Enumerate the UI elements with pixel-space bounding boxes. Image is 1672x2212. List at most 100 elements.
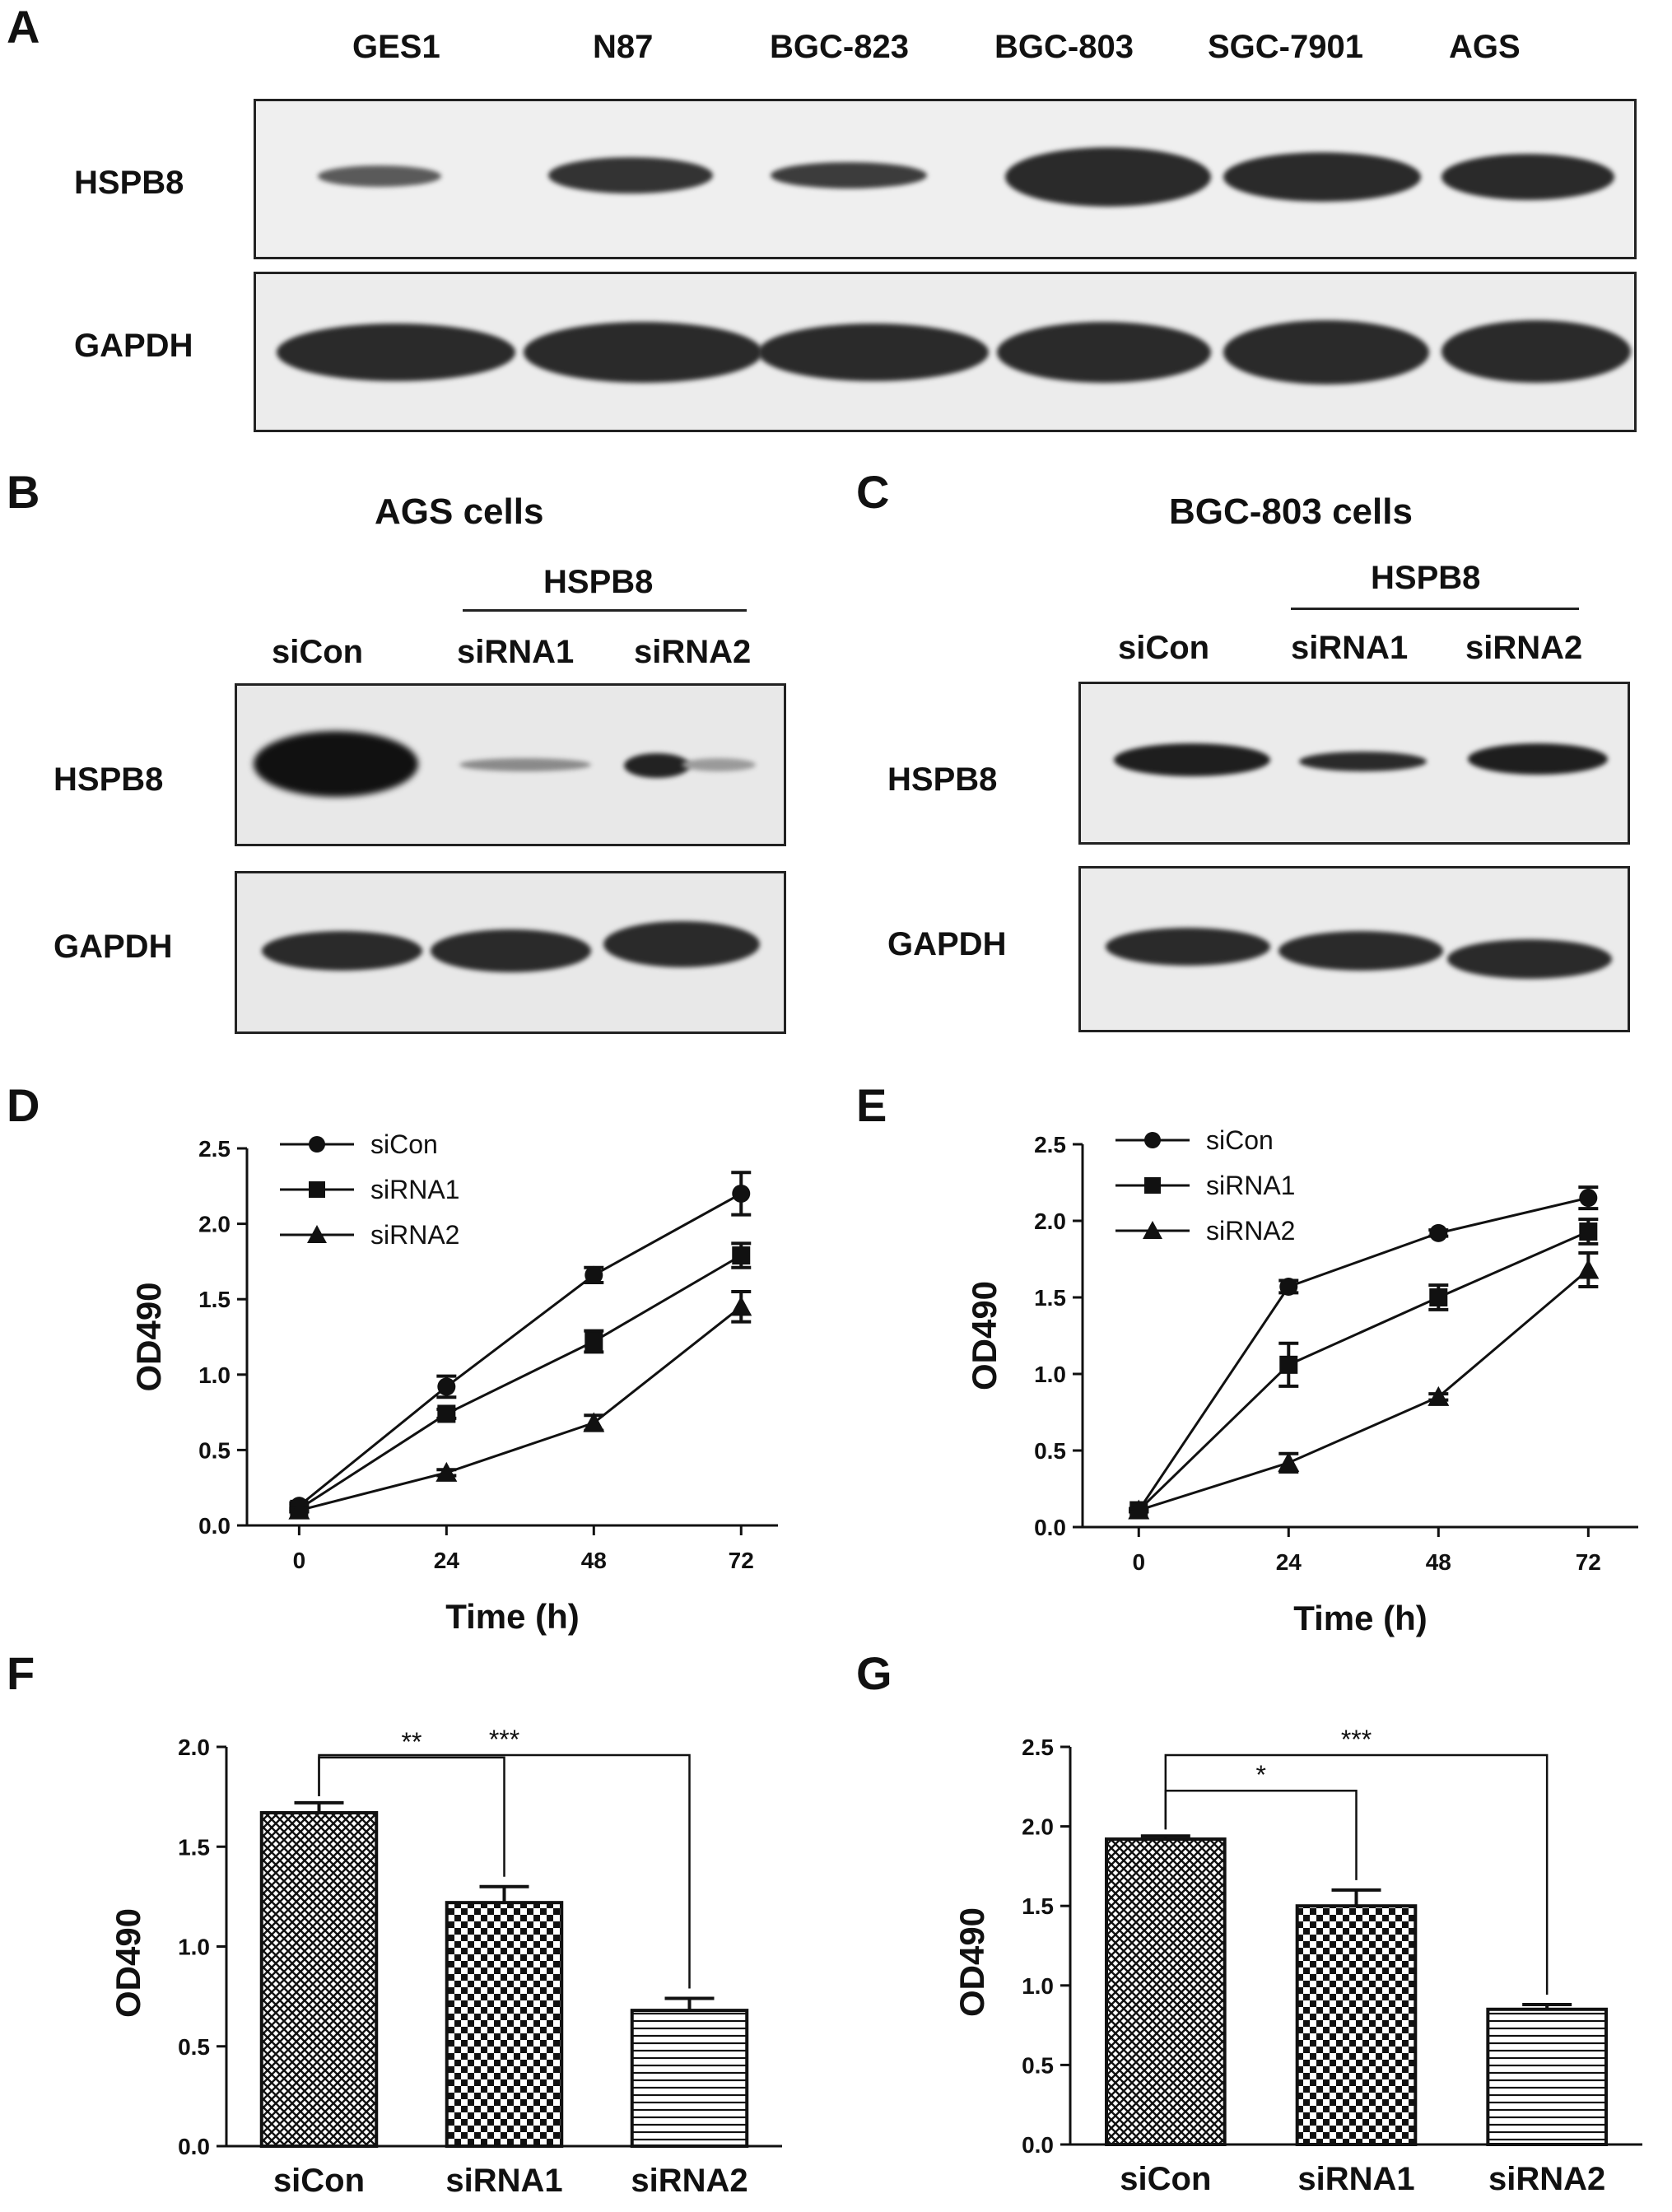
panel-a-lane-label: BGC-823 (770, 29, 909, 65)
panel-c-row-label-hspb8: HSPB8 (887, 761, 998, 798)
blot-band (548, 157, 713, 193)
y-tick-label: 2.0 (178, 1735, 210, 1760)
significance-label: *** (489, 1725, 519, 1754)
y-tick-label: 1.5 (1034, 1285, 1066, 1311)
bar (1486, 2007, 1608, 2146)
significance-label: ** (402, 1727, 422, 1757)
panel-a-lane-label: N87 (593, 29, 654, 65)
y-tick-label: 0.0 (1034, 1515, 1066, 1540)
panel-c-gapdh-blot (1078, 866, 1630, 1032)
legend-marker (309, 1181, 325, 1198)
bar (630, 2009, 749, 2148)
x-tick-label: 0 (1132, 1549, 1145, 1575)
data-point (1579, 1222, 1598, 1241)
significance-bracket (1164, 1753, 1549, 1995)
bar (259, 1811, 379, 2148)
data-point (1279, 1355, 1298, 1374)
blot-band (997, 322, 1211, 383)
blot-band (1106, 928, 1270, 966)
blot-band (624, 753, 690, 778)
data-point (1579, 1189, 1598, 1208)
y-axis-label: OD490 (965, 1281, 1004, 1390)
panel-a-letter: A (7, 1, 40, 53)
series-line (298, 1254, 743, 1511)
legend-marker (1144, 1132, 1161, 1148)
data-point (585, 1332, 603, 1351)
x-tick-label: 48 (581, 1548, 607, 1573)
data-point (585, 1265, 603, 1284)
y-tick-label: 1.0 (1034, 1362, 1066, 1387)
data-point (732, 1184, 751, 1203)
y-tick-label: 0.5 (198, 1437, 231, 1463)
data-point (583, 1412, 605, 1432)
data-point (1278, 1451, 1300, 1472)
x-axis-label: Time (h) (1293, 1599, 1427, 1637)
blot-band (1468, 743, 1608, 775)
significance-label: *** (1341, 1725, 1372, 1754)
x-tick-label: 0 (293, 1548, 306, 1573)
series-line (298, 1192, 742, 1507)
series-line (1138, 1196, 1589, 1511)
x-tick-label: 48 (1426, 1549, 1451, 1575)
panel-b-row-label-hspb8: HSPB8 (54, 761, 164, 798)
chart-e-line-plot: 0.0 0.5 1.0 1.5 2.0 2.5 0 24 48 72 Time (h) OD490 si… (965, 1125, 1638, 1637)
legend-marker (1144, 1177, 1161, 1194)
panel-b-row-label-gapdh: GAPDH (54, 929, 173, 965)
panel-d-letter: D (7, 1079, 40, 1131)
y-tick-label: 1.5 (178, 1834, 210, 1860)
blot-band (1223, 152, 1421, 202)
blot-band (262, 931, 422, 971)
y-tick-label: 0.0 (198, 1513, 231, 1539)
y-axis-label: OD490 (109, 1908, 147, 2018)
data-point (730, 1296, 752, 1316)
bar (445, 1901, 564, 2148)
panel-e-letter: E (856, 1079, 887, 1131)
panel-b-group-label: HSPB8 (543, 564, 654, 600)
data-point (1427, 1385, 1450, 1406)
data-point (437, 1404, 456, 1423)
y-tick-label: 1.5 (198, 1287, 231, 1312)
y-tick-label: 0.0 (1022, 2132, 1054, 2158)
blot-band (682, 758, 756, 771)
blot-band (431, 929, 591, 972)
panel-b-title: AGS cells (375, 491, 544, 532)
data-point (732, 1246, 751, 1265)
data-point (1128, 1499, 1150, 1520)
x-tick-label: siRNA2 (631, 2163, 748, 2199)
panel-b-lane-label: siRNA1 (457, 634, 575, 670)
bar (1295, 1904, 1418, 2146)
panel-c-lane-label: siRNA2 (1465, 630, 1583, 666)
blot-band (1223, 320, 1429, 384)
panel-a-gapdh-blot (254, 272, 1637, 432)
data-point (1577, 1259, 1600, 1279)
panel-a-hspb8-blot (254, 99, 1637, 259)
x-tick-label: 24 (1276, 1549, 1302, 1575)
y-tick-label: 2.5 (1034, 1132, 1066, 1157)
blot-band (1299, 752, 1427, 771)
legend-marker (307, 1225, 327, 1243)
x-tick-label: siRNA1 (445, 2163, 562, 2199)
panel-c-title: BGC-803 cells (1169, 491, 1413, 532)
legend-label: siRNA2 (370, 1220, 459, 1250)
blot-band (1441, 320, 1631, 383)
legend-label: siCon (1206, 1125, 1274, 1155)
x-tick-label: siRNA1 (1297, 2161, 1414, 2197)
blot-band (1441, 154, 1614, 200)
bar (1105, 1837, 1227, 2146)
panel-b-hspb8-blot (235, 683, 786, 846)
x-axis-label: Time (h) (445, 1597, 580, 1636)
panel-a-lane-label: AGS (1449, 29, 1521, 65)
x-tick-label: siRNA2 (1488, 2161, 1605, 2197)
blot-band (1447, 939, 1612, 979)
panel-g-letter: G (856, 1647, 892, 1699)
blot-band (459, 758, 591, 771)
y-axis-label: OD490 (952, 1907, 991, 2017)
legend-marker (309, 1136, 325, 1153)
data-point (437, 1377, 456, 1396)
series-line (1138, 1230, 1589, 1511)
y-tick-label: 0.5 (1022, 2052, 1054, 2078)
blot-band (771, 162, 927, 189)
legend-label: siRNA1 (1206, 1171, 1295, 1200)
x-tick-label: 72 (729, 1548, 754, 1573)
panel-a-row-label-gapdh: GAPDH (74, 328, 193, 364)
